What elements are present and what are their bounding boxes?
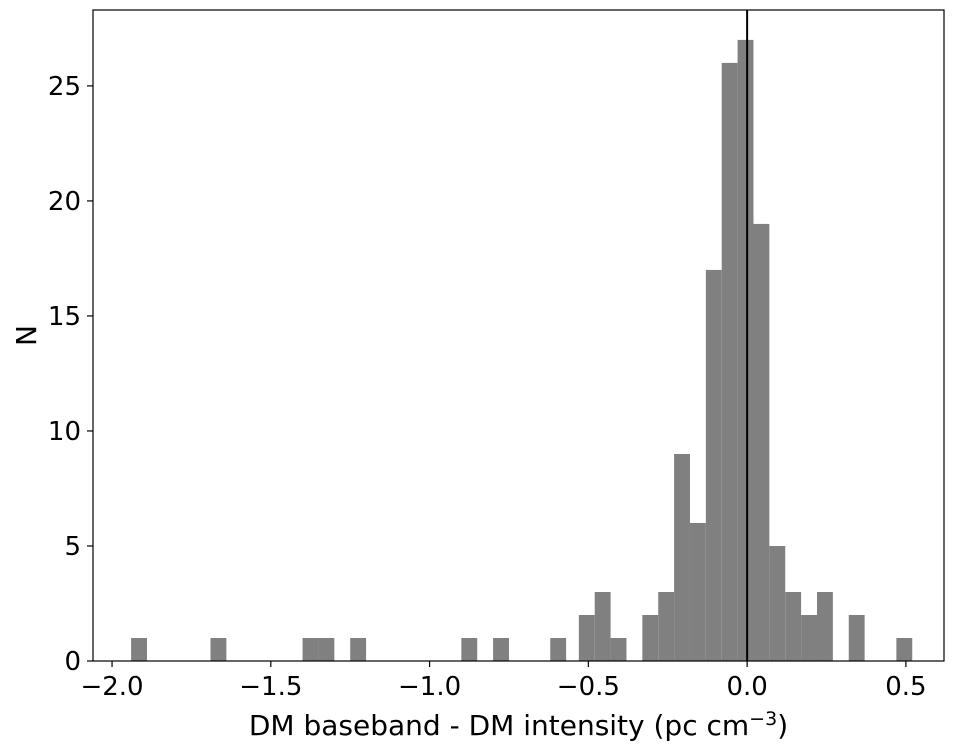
histogram-bar — [461, 637, 478, 661]
y-tick-label: 5 — [64, 532, 81, 562]
histogram-bar — [801, 614, 817, 661]
histogram-bar — [753, 223, 770, 661]
y-tick-label: 15 — [48, 302, 81, 332]
histogram-bar — [705, 269, 722, 661]
x-axis-label-exponent: −3 — [749, 708, 777, 730]
histogram-bar — [302, 637, 319, 661]
histogram-bars — [131, 39, 913, 661]
histogram-bar — [721, 62, 738, 661]
histogram-bar — [848, 614, 865, 661]
y-axis-ticks: 0 5 10 15 20 25 — [48, 72, 93, 677]
histogram-bar — [210, 637, 227, 661]
histogram-bar — [674, 453, 690, 661]
histogram-bar — [896, 637, 913, 661]
x-axis-ticks: −2.0 −1.5 −1.0 −0.5 0.0 0.5 — [80, 661, 927, 702]
histogram-bar — [578, 614, 595, 661]
x-tick-label: −0.5 — [557, 672, 620, 702]
histogram-bar — [658, 591, 675, 661]
x-tick-label: −1.5 — [239, 672, 302, 702]
x-axis-label-close: ) — [777, 709, 788, 742]
histogram-bar — [769, 545, 786, 661]
histogram-bar — [737, 39, 754, 661]
histogram-bar — [318, 637, 335, 661]
histogram-bar — [785, 591, 802, 661]
histogram-bar — [610, 637, 627, 661]
plot-frame — [92, 9, 945, 662]
x-axis-label: DM baseband - DM intensity (pc cm−3) — [249, 708, 788, 742]
y-tick-label: 10 — [48, 417, 81, 447]
x-axis-label-text: DM baseband - DM intensity (pc cm — [249, 709, 749, 742]
histogram-bar — [689, 522, 706, 661]
histogram-bar — [350, 637, 367, 661]
histogram-bar — [816, 591, 833, 661]
histogram-bar — [642, 614, 659, 661]
x-tick-label: −1.0 — [398, 672, 461, 702]
x-tick-label: 0.5 — [885, 672, 926, 702]
y-tick-label: 25 — [48, 72, 81, 102]
y-tick-label: 0 — [64, 647, 81, 677]
histogram-bar — [131, 637, 147, 661]
histogram-bar — [594, 591, 611, 661]
y-tick-label: 20 — [48, 187, 81, 217]
histogram-bar — [550, 637, 567, 661]
y-axis-label: N — [10, 325, 43, 346]
x-tick-label: 0.0 — [726, 672, 767, 702]
x-tick-label: −2.0 — [80, 672, 143, 702]
histogram-bar — [493, 637, 509, 661]
